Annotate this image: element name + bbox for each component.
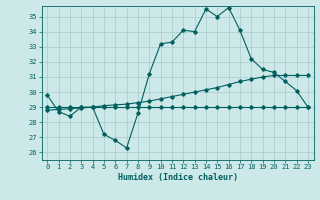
X-axis label: Humidex (Indice chaleur): Humidex (Indice chaleur) bbox=[118, 173, 237, 182]
